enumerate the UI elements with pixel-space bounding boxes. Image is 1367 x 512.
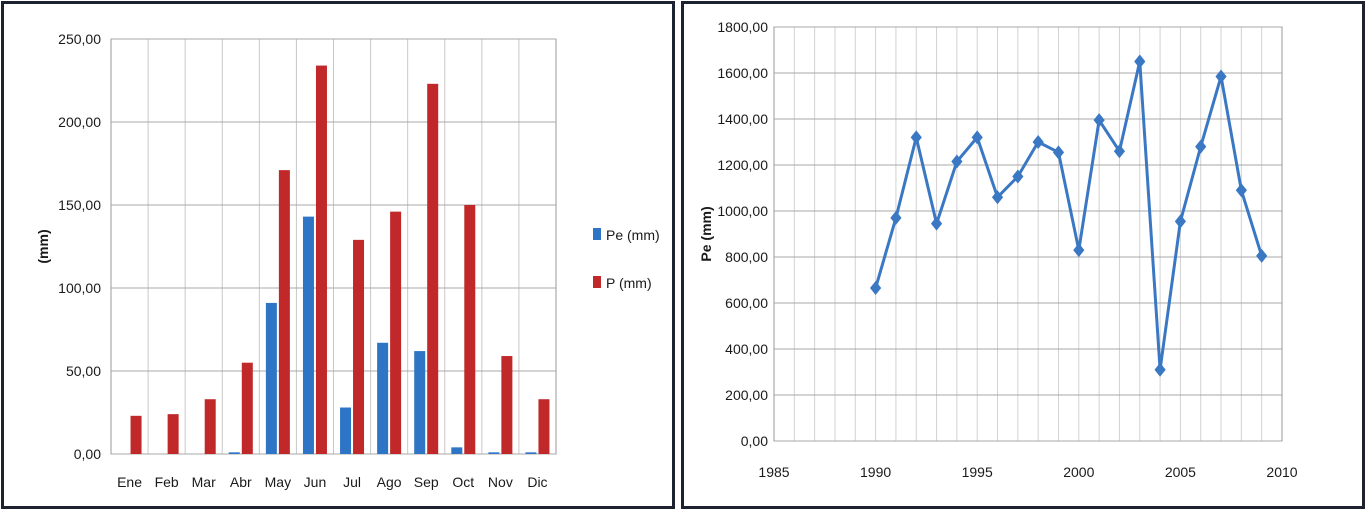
bar-pe-nov [488,452,500,454]
x-tick-label: 2000 [1063,464,1094,480]
data-point-marker [1113,144,1126,159]
bar-p-jul [353,239,365,454]
bar-p-dic [538,399,550,454]
bar-pe-oct [451,447,463,454]
y-tick-label: 400,00 [725,341,768,357]
x-tick-label: Dic [527,474,547,490]
data-point-marker [1073,243,1085,258]
y-tick-label: 150,00 [58,197,101,213]
data-point-marker [1032,135,1044,149]
bar-p-ago [390,211,402,454]
y-tick-label: 100,00 [58,280,101,296]
y-tick-label: 250,00 [58,31,101,47]
bar-p-mar [204,399,216,454]
data-point-marker [971,130,983,145]
bar-p-oct [464,205,476,454]
x-tick-label: Nov [488,474,513,490]
data-point-marker [1235,183,1247,198]
bar-p-abr [241,362,253,454]
x-tick-label: Sep [414,474,439,490]
x-tick-label: 1995 [962,464,993,480]
data-point-marker [991,190,1004,205]
x-tick-label: Oct [452,474,474,490]
bar-pe-jun [302,216,314,454]
data-point-marker [1195,139,1207,154]
annual-line-chart-panel: 0,00 200,00 400,00 600,00 800,00 1000,00 1200,… [681,1,1365,509]
y-tick-label: 600,00 [725,295,768,311]
x-tick-label: Jun [304,474,327,490]
legend-label: P (mm) [606,275,652,291]
bar-p-ene [130,415,142,454]
x-tick-label: Mar [192,474,216,490]
plot-area [773,26,1283,442]
y-tick-label: 0,00 [741,433,768,449]
bar-pe-sep [414,351,426,454]
bar-pe-dic [525,452,537,454]
y-axis-label: (mm) [35,229,51,263]
bar-pe-jul [340,407,352,454]
monthly-bar-chart: 0,00 50,00 100,00 150,00 200,00 250,00 Ene Feb M… [35,31,660,490]
data-point-marker [1154,362,1166,377]
annual-line-chart: 0,00 200,00 400,00 600,00 800,00 1000,00 1200,… [698,19,1298,480]
y-tick-label: 200,00 [58,114,101,130]
bar-pe-abr [228,452,240,454]
bar-p-nov [501,356,513,454]
data-point-marker [951,154,963,169]
y-tick-label: 800,00 [725,249,768,265]
y-tick-label: 0,00 [74,446,101,462]
x-tick-label: Jul [343,474,361,490]
x-tick-label: Ene [117,474,142,490]
legend-swatch [593,276,601,288]
data-point-marker [1215,69,1227,84]
bar-pe-ago [377,342,389,454]
y-tick-label: 1600,00 [717,65,768,81]
legend-swatch [593,228,601,240]
bar-p-sep [427,83,439,454]
bar-p-jun [315,65,327,454]
data-point-marker [1256,248,1268,263]
y-tick-label: 200,00 [725,387,768,403]
data-point-marker [910,130,922,145]
y-tick-label: 1200,00 [717,157,768,173]
legend-label: Pe (mm) [606,227,660,243]
x-tick-label: Ago [377,474,402,490]
x-tick-label: 1990 [860,464,891,480]
y-axis-label: Pe (mm) [698,206,714,261]
y-tick-label: 50,00 [66,363,101,379]
y-tick-label: 1400,00 [717,111,768,127]
data-point-marker [930,216,943,231]
y-tick-label: 1800,00 [717,19,768,35]
x-tick-label: 2010 [1266,464,1297,480]
data-point-marker [1174,214,1186,229]
data-point-marker [1012,169,1024,184]
x-tick-label: Feb [155,474,179,490]
bar-pe-may [265,302,277,454]
series-line [874,60,1264,372]
x-tick-label: 2005 [1165,464,1196,480]
bar-p-may [278,170,290,454]
x-tick-label: May [265,474,291,490]
x-tick-label: Abr [230,474,252,490]
bar-p-feb [167,414,179,454]
monthly-bar-chart-panel: 0,00 50,00 100,00 150,00 200,00 250,00 Ene Feb M… [1,1,675,509]
y-tick-label: 1000,00 [717,203,768,219]
x-tick-label: 1985 [758,464,789,480]
data-point-marker [1093,113,1105,128]
